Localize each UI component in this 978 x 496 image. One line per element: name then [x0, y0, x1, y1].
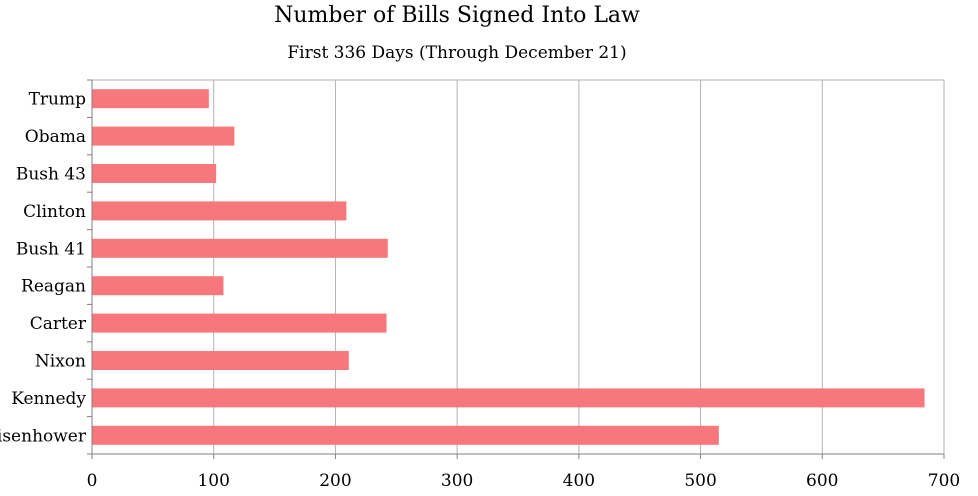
x-tick-label: 100: [197, 471, 229, 491]
bar: [92, 313, 387, 333]
x-tick-label: 500: [684, 471, 716, 491]
category-label: Eisenhower: [0, 426, 87, 446]
category-label: Carter: [30, 314, 87, 334]
category-label: Bush 43: [16, 165, 86, 185]
chart-title: Number of Bills Signed Into Law: [274, 3, 640, 28]
category-label: Reagan: [21, 277, 86, 297]
bar: [92, 388, 925, 408]
bar: [92, 238, 388, 258]
bar: [92, 126, 235, 146]
bar: [92, 89, 209, 109]
axes: [87, 79, 945, 459]
bar: [92, 164, 217, 183]
chart-subtitle: First 336 Days (Through December 21): [287, 43, 626, 63]
bar: [92, 276, 224, 296]
category-label: Kennedy: [11, 389, 86, 409]
category-label: Obama: [25, 127, 86, 147]
category-label: Nixon: [35, 352, 86, 372]
bar: [92, 425, 719, 445]
category-label: Bush 41: [16, 239, 86, 259]
category-labels: Trump Obama Bush 43 Clinton Bush 41 Reagan Car…: [0, 90, 87, 447]
x-tick-label: 700: [928, 471, 960, 491]
gridlines: [92, 79, 945, 454]
x-tick-labels: 0 100 200 300 400 500 600 700: [87, 471, 961, 491]
x-tick-label: 200: [319, 471, 351, 491]
bar: [92, 201, 347, 221]
x-tick-label: 0: [87, 471, 98, 491]
category-label: Trump: [29, 90, 87, 110]
category-label: Clinton: [23, 202, 86, 222]
bar: [92, 351, 349, 370]
bars: [92, 89, 925, 445]
x-tick-label: 600: [806, 471, 838, 491]
x-tick-label: 300: [441, 471, 473, 491]
x-tick-label: 400: [563, 471, 595, 491]
